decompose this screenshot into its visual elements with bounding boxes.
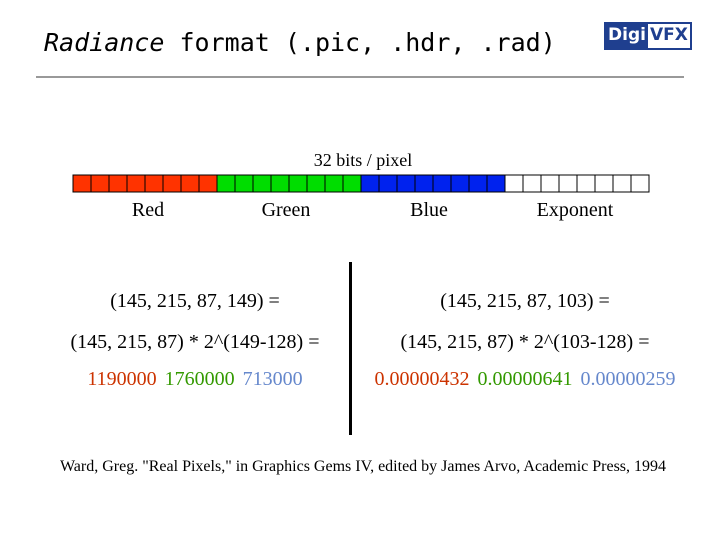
bit-cell [198, 174, 218, 193]
bit-cell [504, 174, 524, 193]
results: 0.00000432 0.00000641 0.00000259 [371, 368, 680, 391]
bit-cell [324, 174, 344, 193]
field-label: Red [131, 199, 165, 221]
bit-cell [576, 174, 596, 193]
bit-cell [540, 174, 560, 193]
result: 1760000 [164, 368, 235, 390]
formula: (145, 215, 87) * 2^(149-128) = [70, 331, 320, 353]
bit-cell [306, 174, 326, 193]
bit-cell [90, 174, 110, 193]
result: 713000 [242, 368, 303, 390]
result: 1190000 [87, 368, 157, 390]
bit-cell [288, 174, 308, 193]
divider [349, 262, 352, 435]
bit-cell [234, 174, 254, 193]
packed-value: (145, 215, 87, 149) = [110, 290, 280, 312]
bit-cell [144, 174, 164, 193]
bit-cell [486, 174, 506, 193]
logo-left: Digi [606, 24, 648, 48]
bit-cell [270, 174, 290, 193]
field-label: Blue [410, 199, 448, 221]
field-label: Exponent [536, 199, 614, 221]
bits-label: 32 bits / pixel [313, 150, 413, 170]
bit-cell [108, 174, 128, 193]
bit-cell [522, 174, 542, 193]
field-label: Green [261, 199, 311, 221]
logo: Digi VFX [604, 22, 692, 50]
bit-cell [180, 174, 200, 193]
bit-cell [594, 174, 614, 193]
citation: Ward, Greg. "Real Pixels," in Graphics G… [59, 458, 667, 475]
bit-cell [612, 174, 632, 193]
logo-right: VFX [649, 25, 688, 45]
formula: (145, 215, 87) * 2^(103-128) = [400, 331, 650, 353]
bit-cell [216, 174, 236, 193]
title-rule [36, 76, 684, 78]
bit-cell [558, 174, 578, 193]
results: 1190000 1760000 713000 [83, 368, 306, 391]
bit-cell [414, 174, 434, 193]
bit-cell [252, 174, 272, 193]
bit-cell [450, 174, 470, 193]
bit-cell [126, 174, 146, 193]
title-rest: format (.pic, .hdr, .rad) [179, 28, 556, 57]
bit-cell [378, 174, 398, 193]
result: 0.00000259 [580, 368, 676, 390]
result: 0.00000432 [374, 368, 470, 390]
result: 0.00000641 [477, 368, 573, 390]
bit-cell [162, 174, 182, 193]
title-italic: Radiance [44, 28, 165, 57]
bit-cell [342, 174, 362, 193]
bit-cell [432, 174, 452, 193]
packed-value: (145, 215, 87, 103) = [440, 290, 610, 312]
bit-cell [72, 174, 92, 193]
title: Radiance format (.pic, .hdr, .rad) [44, 28, 556, 57]
bit-cell [630, 174, 650, 193]
bit-cell [396, 174, 416, 193]
bit-cell [468, 174, 488, 193]
bit-cell [360, 174, 380, 193]
